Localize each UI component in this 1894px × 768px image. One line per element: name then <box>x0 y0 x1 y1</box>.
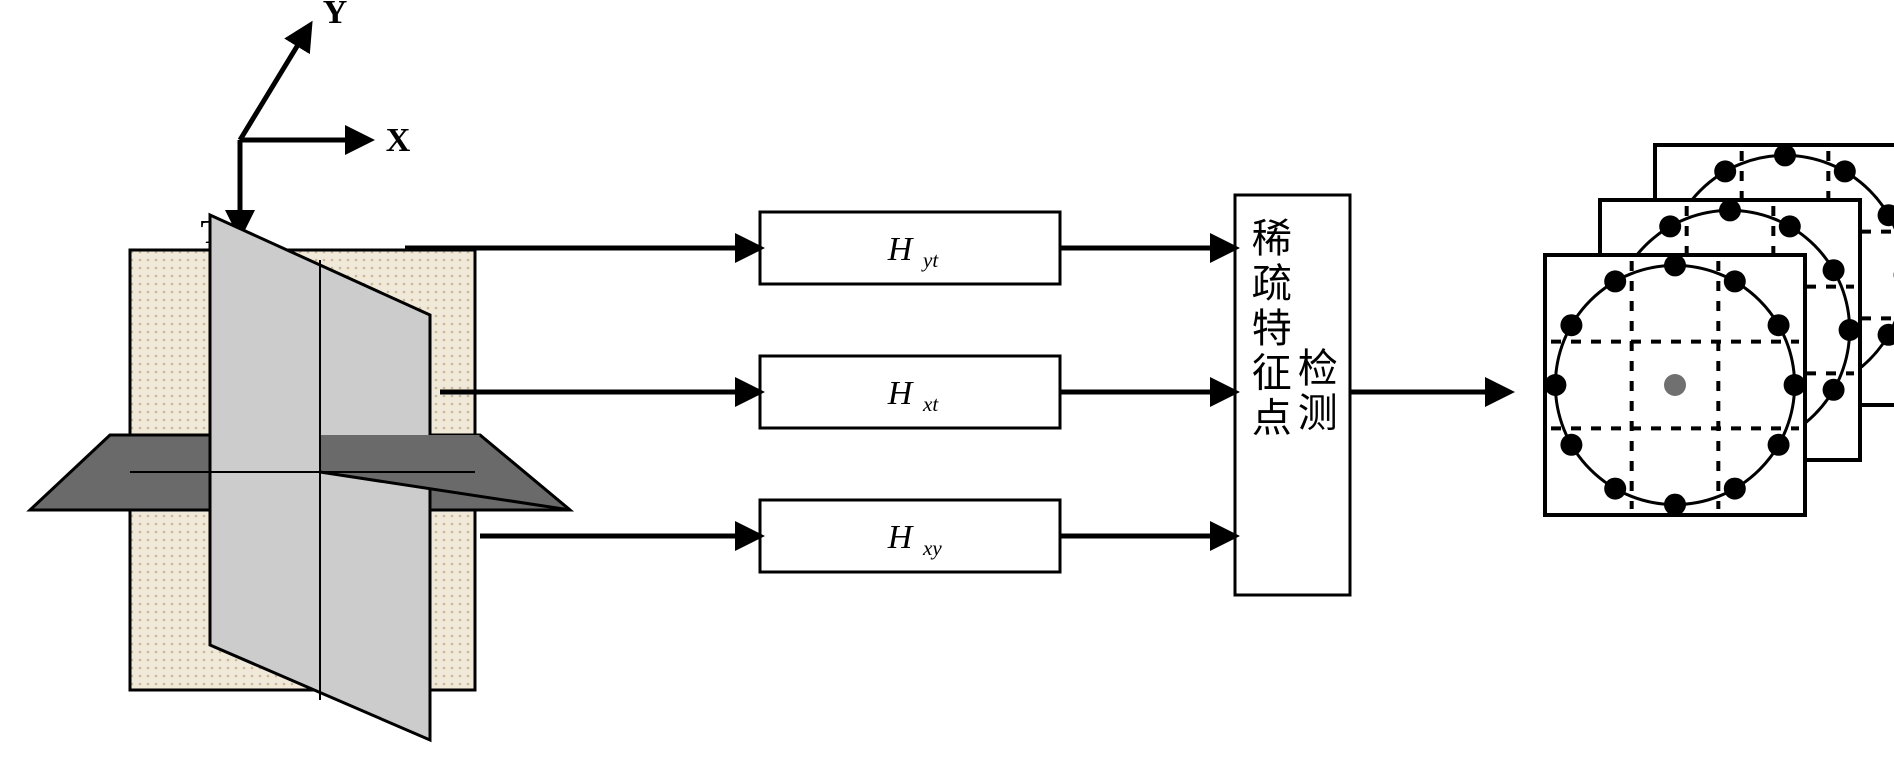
lbp-tile-0 <box>1544 254 1805 515</box>
svg-text:H: H <box>887 519 915 556</box>
svg-text:H: H <box>887 231 915 268</box>
svg-text:yt: yt <box>921 248 939 272</box>
svg-text:H: H <box>887 375 915 412</box>
detector-char: 特 <box>1252 306 1292 351</box>
detector-char: 疏 <box>1252 261 1292 306</box>
detector-char: 点 <box>1252 395 1292 440</box>
svg-text:xt: xt <box>922 392 939 416</box>
detector-char: 检 <box>1298 346 1338 391</box>
detector-char: 稀 <box>1252 216 1292 261</box>
svg-text:xy: xy <box>922 536 942 560</box>
axis-y <box>240 25 310 140</box>
axis-x-label: X <box>386 122 411 159</box>
axis-y-label: Y <box>323 0 348 31</box>
detector-char: 征 <box>1252 351 1292 396</box>
detector-char: 测 <box>1298 391 1338 436</box>
